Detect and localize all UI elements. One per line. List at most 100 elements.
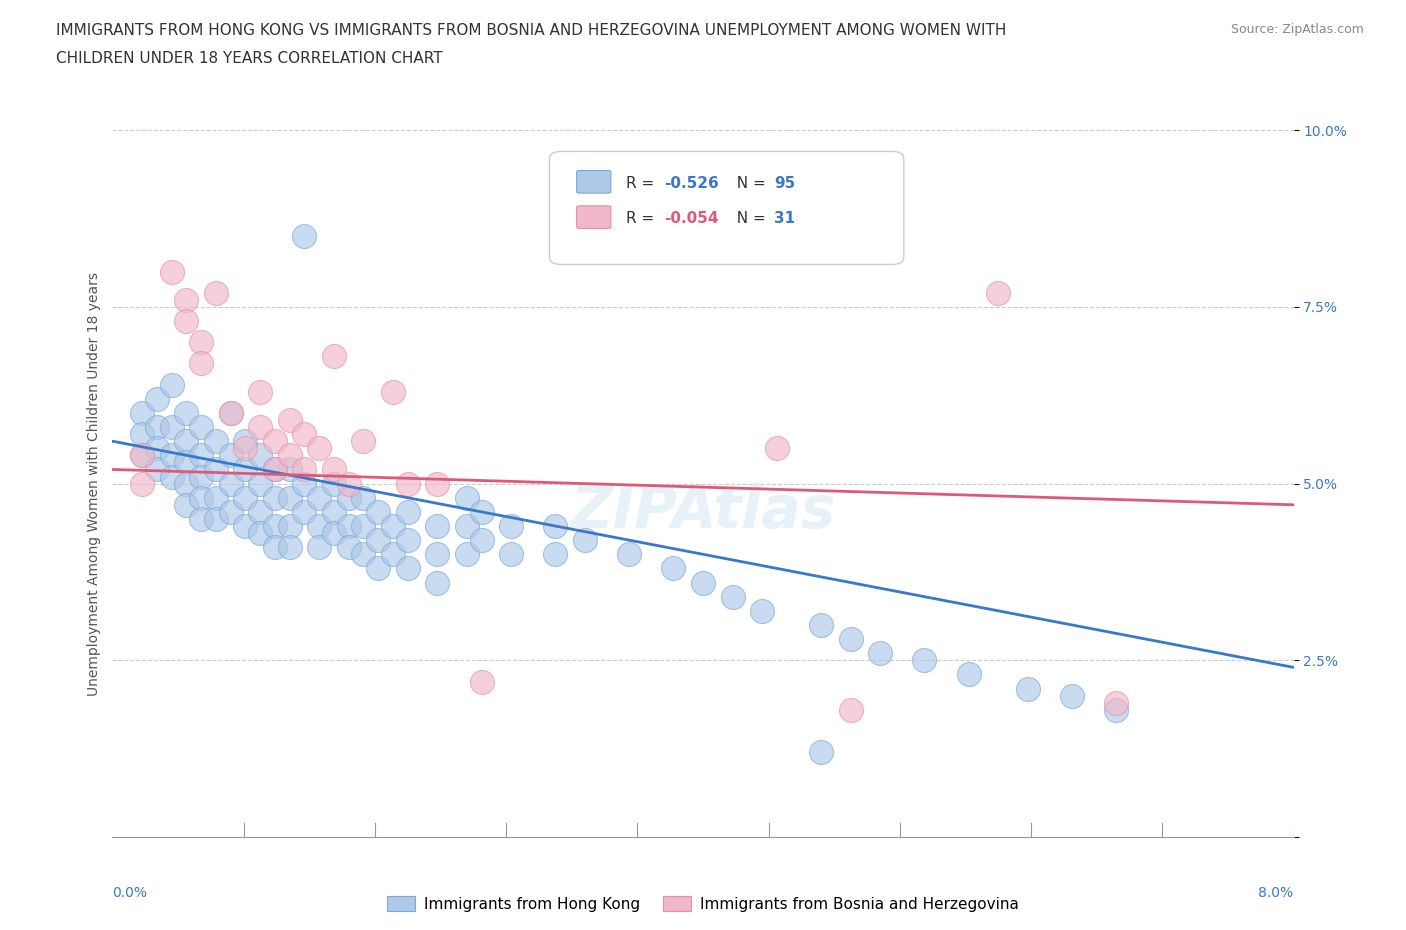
Point bbox=[174, 405, 197, 420]
Point bbox=[810, 745, 832, 760]
Point bbox=[957, 667, 980, 682]
Point bbox=[278, 462, 301, 477]
Point bbox=[205, 512, 228, 526]
Point bbox=[174, 498, 197, 512]
Y-axis label: Unemployment Among Women with Children Under 18 years: Unemployment Among Women with Children U… bbox=[87, 272, 101, 696]
Point bbox=[249, 525, 271, 540]
Point bbox=[471, 533, 494, 548]
Text: ZIPAtlas: ZIPAtlas bbox=[571, 484, 835, 540]
Point bbox=[987, 286, 1010, 300]
Point bbox=[264, 462, 287, 477]
Point bbox=[249, 504, 271, 519]
Point bbox=[619, 547, 641, 562]
Point bbox=[131, 427, 153, 442]
Point bbox=[456, 490, 478, 505]
Point bbox=[1105, 702, 1128, 717]
Point bbox=[1062, 688, 1084, 703]
Point bbox=[323, 462, 346, 477]
Point bbox=[396, 533, 419, 548]
Point bbox=[278, 448, 301, 463]
Point bbox=[205, 490, 228, 505]
Point bbox=[396, 476, 419, 491]
Point bbox=[205, 462, 228, 477]
Point bbox=[131, 476, 153, 491]
Point bbox=[323, 349, 346, 364]
Point bbox=[914, 653, 936, 668]
Point bbox=[249, 448, 271, 463]
FancyBboxPatch shape bbox=[576, 170, 610, 193]
Point bbox=[278, 519, 301, 534]
Point bbox=[396, 504, 419, 519]
Point bbox=[292, 427, 315, 442]
Legend: Immigrants from Hong Kong, Immigrants from Bosnia and Herzegovina: Immigrants from Hong Kong, Immigrants fr… bbox=[381, 889, 1025, 918]
Point bbox=[751, 604, 773, 618]
Text: Source: ZipAtlas.com: Source: ZipAtlas.com bbox=[1230, 23, 1364, 36]
Point bbox=[352, 547, 374, 562]
Point bbox=[501, 547, 523, 562]
Point bbox=[323, 476, 346, 491]
Point bbox=[233, 441, 256, 456]
Point bbox=[456, 547, 478, 562]
Point bbox=[367, 561, 389, 576]
Point bbox=[721, 590, 744, 604]
Point bbox=[352, 519, 374, 534]
Point bbox=[174, 433, 197, 448]
Point bbox=[426, 476, 449, 491]
Point bbox=[233, 519, 256, 534]
Point bbox=[352, 490, 374, 505]
Point bbox=[308, 441, 330, 456]
Point bbox=[264, 539, 287, 554]
Point bbox=[839, 702, 862, 717]
Point bbox=[471, 674, 494, 689]
Point bbox=[292, 476, 315, 491]
Point bbox=[190, 419, 212, 434]
Point bbox=[190, 512, 212, 526]
Point bbox=[160, 448, 183, 463]
Text: 95: 95 bbox=[773, 176, 796, 191]
Point bbox=[219, 405, 242, 420]
Point bbox=[337, 519, 360, 534]
Point bbox=[219, 405, 242, 420]
Point bbox=[174, 292, 197, 307]
Text: -0.054: -0.054 bbox=[664, 211, 718, 226]
Point bbox=[190, 490, 212, 505]
Point bbox=[308, 490, 330, 505]
Point bbox=[501, 519, 523, 534]
Point bbox=[233, 462, 256, 477]
Point bbox=[131, 448, 153, 463]
Point bbox=[233, 490, 256, 505]
Text: 0.0%: 0.0% bbox=[112, 886, 148, 900]
Point bbox=[456, 519, 478, 534]
Point bbox=[810, 618, 832, 632]
Point bbox=[308, 539, 330, 554]
Point bbox=[160, 419, 183, 434]
Point bbox=[382, 547, 405, 562]
Point bbox=[337, 490, 360, 505]
Point bbox=[190, 469, 212, 484]
Point bbox=[839, 631, 862, 646]
Text: N =: N = bbox=[727, 176, 770, 191]
Point bbox=[160, 264, 183, 279]
Point bbox=[574, 533, 596, 548]
Point bbox=[190, 448, 212, 463]
Point bbox=[233, 433, 256, 448]
Point bbox=[292, 462, 315, 477]
Point bbox=[219, 504, 242, 519]
Point bbox=[544, 519, 567, 534]
Point bbox=[219, 476, 242, 491]
Point bbox=[337, 539, 360, 554]
Point bbox=[146, 392, 169, 406]
FancyBboxPatch shape bbox=[550, 152, 904, 264]
Point bbox=[205, 433, 228, 448]
Point bbox=[278, 490, 301, 505]
Point bbox=[292, 504, 315, 519]
Point bbox=[264, 519, 287, 534]
Point bbox=[337, 476, 360, 491]
Point bbox=[352, 433, 374, 448]
Point bbox=[190, 335, 212, 350]
Point bbox=[174, 455, 197, 470]
Point bbox=[1017, 681, 1039, 696]
Point bbox=[662, 561, 685, 576]
Point bbox=[382, 519, 405, 534]
Point bbox=[1105, 696, 1128, 711]
